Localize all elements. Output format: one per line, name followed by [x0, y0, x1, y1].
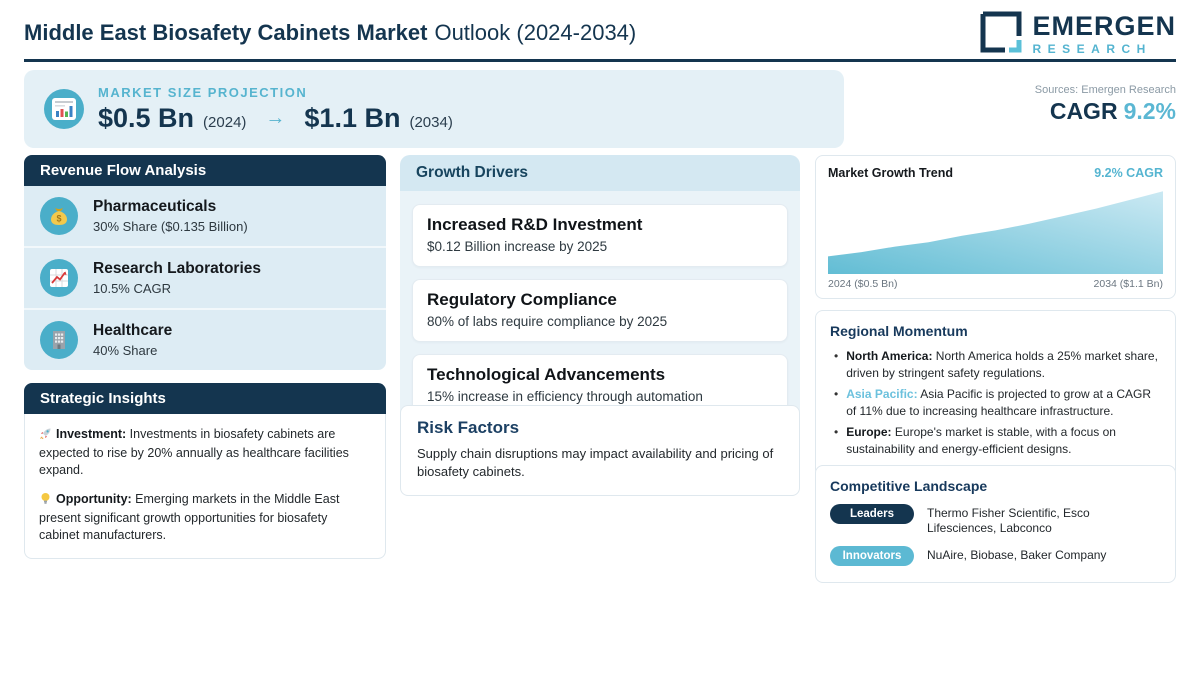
header-divider: [24, 59, 1176, 62]
revenue-flow-body: $ Pharmaceuticals 30% Share ($0.135 Bill…: [24, 186, 386, 370]
growth-drivers-body: Increased R&D Investment $0.12 Billion i…: [400, 191, 800, 429]
year-2024: (2024): [203, 113, 247, 131]
revenue-row-healthcare: Healthcare 40% Share: [24, 310, 386, 370]
trend-x-start-label: 2024 ($0.5 Bn): [828, 278, 898, 290]
innovators-names: NuAire, Biobase, Baker Company: [927, 548, 1107, 562]
sources-text: Sources: Emergen Research: [1034, 84, 1176, 96]
bar-chart-icon: [44, 89, 84, 129]
innovators-badge: Innovators: [830, 546, 914, 566]
logo-name: EMERGEN: [1032, 11, 1176, 41]
arrow-right-icon: →: [265, 106, 286, 129]
revenue-item-title: Healthcare: [93, 322, 173, 339]
risk-factors-panel: Risk Factors Supply chain disruptions ma…: [400, 405, 800, 496]
chart-increasing-icon: [40, 259, 78, 297]
banner-texts: MARKET SIZE PROJECTION $0.5 Bn (2024) → …: [98, 85, 453, 134]
competitive-row-innovators: Innovators NuAire, Biobase, Baker Compan…: [830, 546, 1161, 566]
rocket-icon: [39, 427, 52, 445]
revenue-item-detail: 40% Share: [93, 343, 158, 358]
revenue-flow-panel: Revenue Flow Analysis $ Pharmaceuticals …: [24, 155, 386, 370]
growth-driver-detail: $0.12 Billion increase by 2025: [427, 239, 608, 254]
region-text: North America holds a 25% market share, …: [846, 349, 1158, 380]
growth-driver-title: Increased R&D Investment: [427, 215, 643, 234]
growth-driver-title: Technological Advancements: [427, 365, 666, 384]
page-title-bold: Middle East Biosafety Cabinets Market: [24, 20, 428, 45]
insight-label: Opportunity:: [56, 492, 132, 506]
region-item-europe: • Europe: Europe's market is stable, wit…: [830, 424, 1161, 457]
growth-drivers-header: Growth Drivers: [400, 155, 800, 191]
bullet-icon: •: [834, 425, 839, 439]
insight-investment: Investment: Investments in biosafety cab…: [39, 426, 371, 479]
regional-momentum-panel: Regional Momentum • North America: North…: [815, 310, 1176, 477]
growth-driver-detail: 80% of labs require compliance by 2025: [427, 314, 668, 329]
insight-text: Emerging markets in the Middle East pres…: [39, 492, 340, 542]
page-title: Middle East Biosafety Cabinets Market Out…: [24, 20, 636, 46]
trend-area-chart: [828, 191, 1163, 274]
region-label: North America:: [846, 349, 933, 363]
revenue-item-detail: 30% Share ($0.135 Billion): [93, 219, 248, 234]
logo-mark-icon: [978, 9, 1024, 60]
growth-driver-detail: 15% increase in efficiency through autom…: [427, 389, 703, 404]
risk-factors-title: Risk Factors: [417, 418, 520, 437]
market-size-banner: MARKET SIZE PROJECTION $0.5 Bn (2024) → …: [24, 70, 844, 148]
market-growth-trend-card: Market Growth Trend 9.2% CAGR 2024 ($0.5…: [815, 155, 1176, 299]
cagr-line: CAGR 9.2%: [1035, 98, 1176, 125]
competitive-landscape-panel: Competitive Landscape Leaders Thermo Fis…: [815, 465, 1176, 583]
strategic-insights-panel: Strategic Insights Investment: Investmen…: [24, 383, 386, 559]
logo-subtitle: RESEARCH: [1032, 42, 1152, 56]
growth-drivers-panel: Growth Drivers Increased R&D Investment …: [400, 155, 800, 429]
growth-driver-card: Increased R&D Investment $0.12 Billion i…: [412, 204, 788, 267]
emergen-research-logo: EMERGEN RESEARCH: [978, 9, 1176, 60]
competitive-row-leaders: Leaders Thermo Fisher Scientific, Esco L…: [830, 504, 1161, 536]
region-list: • North America: North America holds a 2…: [830, 348, 1161, 457]
light-bulb-icon: [39, 492, 52, 510]
logo-text: EMERGEN RESEARCH: [1032, 11, 1176, 57]
cagr-label: CAGR: [1049, 98, 1118, 124]
region-text: Asia Pacific is projected to grow at a C…: [846, 387, 1152, 418]
region-label: Europe:: [846, 425, 892, 439]
regional-momentum-title: Regional Momentum: [830, 323, 968, 339]
trend-title: Market Growth Trend: [828, 166, 954, 180]
region-label: Asia Pacific:: [846, 387, 918, 401]
region-item-north-america: • North America: North America holds a 2…: [830, 348, 1161, 381]
bullet-icon: •: [834, 387, 839, 401]
risk-factors-text: Supply chain disruptions may impact avai…: [417, 446, 774, 479]
sources-cagr-block: Sources: Emergen Research CAGR 9.2%: [1035, 84, 1176, 125]
strategic-insights-body: Investment: Investments in biosafety cab…: [24, 414, 386, 559]
competitive-landscape-title: Competitive Landscape: [830, 478, 988, 494]
trend-x-end-label: 2034 ($1.1 Bn): [1093, 278, 1163, 290]
money-bag-icon: $: [40, 197, 78, 235]
revenue-row-research-laboratories: Research Laboratories 10.5% CAGR: [24, 248, 386, 310]
revenue-row-pharmaceuticals: $ Pharmaceuticals 30% Share ($0.135 Bill…: [24, 186, 386, 248]
market-size-values: $0.5 Bn (2024) → $1.1 Bn (2034): [98, 103, 453, 134]
market-size-2034: $1.1 Bn: [304, 102, 401, 133]
leaders-names: Thermo Fisher Scientific, Esco Lifescien…: [927, 506, 1090, 535]
strategic-insights-header: Strategic Insights: [24, 383, 386, 414]
market-size-2024: $0.5 Bn: [98, 102, 195, 133]
revenue-item-detail: 10.5% CAGR: [93, 281, 172, 296]
leaders-badge: Leaders: [830, 504, 914, 524]
page-title-rest: Outlook (2024-2034): [434, 20, 637, 45]
market-size-projection-label: MARKET SIZE PROJECTION: [98, 84, 308, 100]
cagr-value: 9.2%: [1123, 98, 1176, 124]
insight-text: Investments in biosafety cabinets are ex…: [39, 427, 349, 477]
svg-text:$: $: [56, 214, 61, 224]
insight-label: Investment:: [56, 427, 127, 441]
revenue-flow-header: Revenue Flow Analysis: [24, 155, 386, 186]
revenue-item-title: Pharmaceuticals: [93, 198, 217, 215]
growth-driver-card: Regulatory Compliance 80% of labs requir…: [412, 279, 788, 342]
bullet-icon: •: [834, 349, 839, 363]
office-building-icon: [40, 321, 78, 359]
year-2034: (2034): [409, 113, 453, 131]
region-item-asia-pacific: • Asia Pacific: Asia Pacific is projecte…: [830, 386, 1161, 419]
trend-cagr-value: 9.2% CAGR: [1094, 166, 1163, 180]
region-text: Europe's market is stable, with a focus …: [846, 425, 1116, 456]
insight-opportunity: Opportunity: Emerging markets in the Mid…: [39, 491, 371, 544]
growth-driver-title: Regulatory Compliance: [427, 290, 617, 309]
revenue-item-title: Research Laboratories: [93, 260, 261, 277]
